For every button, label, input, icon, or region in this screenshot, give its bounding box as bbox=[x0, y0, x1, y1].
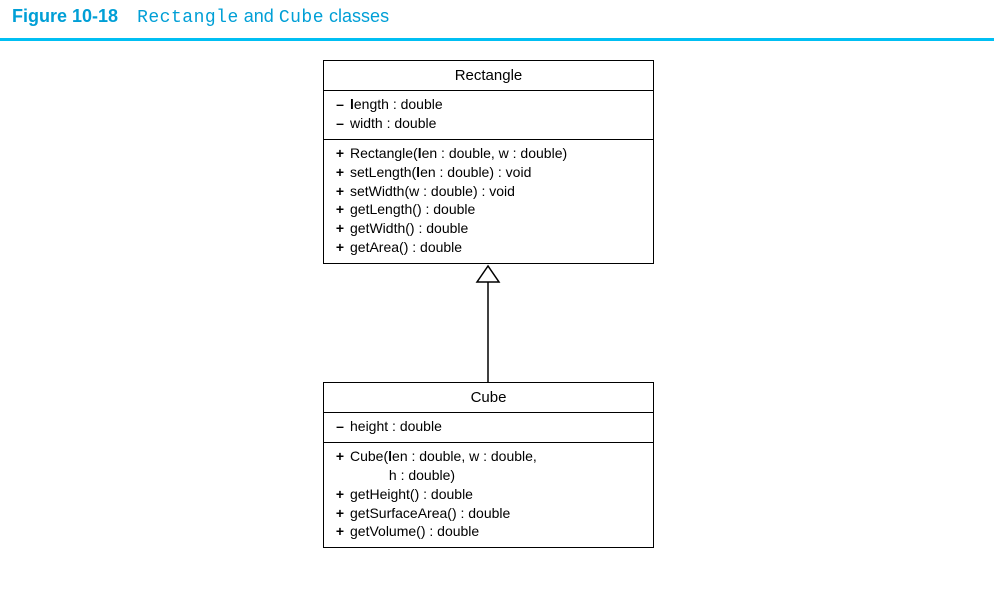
attribute-line: –height : double bbox=[334, 417, 643, 436]
figure-caption: Figure 10-18 Rectangle and Cube classes bbox=[12, 6, 389, 28]
caption-mid: and bbox=[239, 6, 279, 26]
class-box-cube: Cube –height : double +Cube(len : double… bbox=[323, 382, 654, 548]
class-operations-rectangle: +Rectangle(len : double, w : double)+set… bbox=[324, 140, 653, 263]
text-fragment: setLength( bbox=[350, 164, 416, 180]
text-fragment: getSurfaceArea() : double bbox=[350, 505, 510, 521]
operation-line: +getSurfaceArea() : double bbox=[334, 504, 643, 523]
page: Figure 10-18 Rectangle and Cube classes … bbox=[0, 0, 994, 598]
operation-line: +getHeight() : double bbox=[334, 485, 643, 504]
visibility-plus: + bbox=[334, 238, 346, 257]
class-box-rectangle: Rectangle –length : double–width : doubl… bbox=[323, 60, 654, 264]
figure-label: Figure 10-18 bbox=[12, 6, 118, 26]
caption-rule bbox=[0, 38, 994, 41]
text-fragment: getVolume() : double bbox=[350, 523, 479, 539]
text-fragment: en : double, w : double, bbox=[392, 448, 537, 464]
operation-line: h : double) bbox=[334, 466, 643, 485]
text-fragment: en : double, w : double) bbox=[422, 145, 568, 161]
visibility-minus: – bbox=[334, 417, 346, 436]
operation-line: +setLength(len : double) : void bbox=[334, 163, 643, 182]
visibility-plus: + bbox=[334, 447, 346, 466]
text-fragment: getArea() : double bbox=[350, 239, 462, 255]
visibility-plus: + bbox=[334, 200, 346, 219]
class-title-cube: Cube bbox=[324, 383, 653, 413]
operation-line: +Rectangle(len : double, w : double) bbox=[334, 144, 643, 163]
visibility-plus: + bbox=[334, 485, 346, 504]
visibility-plus: + bbox=[334, 182, 346, 201]
attribute-line: –length : double bbox=[334, 95, 643, 114]
visibility-plus: + bbox=[334, 504, 346, 523]
visibility-plus: + bbox=[334, 163, 346, 182]
text-fragment: Rectangle( bbox=[350, 145, 418, 161]
class-operations-cube: +Cube(len : double, w : double, h : doub… bbox=[324, 443, 653, 547]
visibility-plus: + bbox=[334, 522, 346, 541]
operation-line: +Cube(len : double, w : double, bbox=[334, 447, 643, 466]
attribute-line: –width : double bbox=[334, 114, 643, 133]
text-fragment: h : double) bbox=[350, 467, 455, 483]
visibility-minus: – bbox=[334, 114, 346, 133]
operation-line: +getVolume() : double bbox=[334, 522, 643, 541]
class-attributes-cube: –height : double bbox=[324, 413, 653, 443]
caption-tail: classes bbox=[324, 6, 389, 26]
text-fragment: height : double bbox=[350, 418, 442, 434]
caption-mono-2: Cube bbox=[279, 8, 324, 28]
text-fragment: getHeight() : double bbox=[350, 486, 473, 502]
visibility-plus: + bbox=[334, 219, 346, 238]
operation-line: +getWidth() : double bbox=[334, 219, 643, 238]
text-fragment: getLength() : double bbox=[350, 201, 475, 217]
text-fragment: getWidth() : double bbox=[350, 220, 468, 236]
class-attributes-rectangle: –length : double–width : double bbox=[324, 91, 653, 140]
visibility-plus: + bbox=[334, 144, 346, 163]
operation-line: +setWidth(w : double) : void bbox=[334, 182, 643, 201]
text-fragment: setWidth(w : double) : void bbox=[350, 183, 515, 199]
operation-line: +getLength() : double bbox=[334, 200, 643, 219]
text-fragment: en : double) : void bbox=[420, 164, 531, 180]
caption-mono-1: Rectangle bbox=[137, 8, 239, 28]
visibility-minus: – bbox=[334, 95, 346, 114]
class-title-rectangle: Rectangle bbox=[324, 61, 653, 91]
text-fragment: width : double bbox=[350, 115, 436, 131]
text-fragment: Cube( bbox=[350, 448, 388, 464]
text-fragment: ength : double bbox=[354, 96, 443, 112]
inheritance-arrowhead bbox=[477, 266, 499, 282]
operation-line: +getArea() : double bbox=[334, 238, 643, 257]
